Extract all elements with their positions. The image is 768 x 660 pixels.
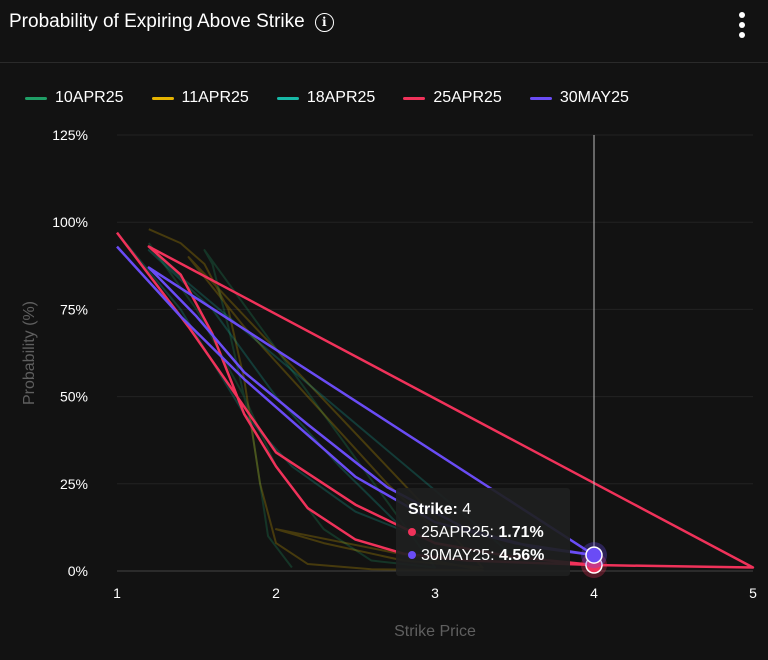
- x-tick-label: 5: [749, 585, 757, 601]
- legend: 10APR25 11APR25 18APR25 25APR25 30MAY25: [25, 89, 629, 107]
- chart-header: Probability of Expiring Above Strike i: [9, 11, 334, 33]
- legend-item-10apr25[interactable]: 10APR25: [25, 89, 124, 107]
- legend-swatch: [151, 96, 174, 100]
- tooltip-strike-value: 4: [462, 501, 472, 518]
- tooltip-strike-label: Strike:: [408, 501, 458, 518]
- y-tick-label: 75%: [60, 301, 88, 317]
- legend-swatch: [529, 96, 552, 100]
- x-axis-label: Strike Price: [394, 623, 476, 640]
- tooltip-value: 1.71%: [498, 524, 544, 541]
- x-tick-label: 2: [272, 585, 280, 601]
- y-tick-label: 0%: [68, 563, 88, 579]
- x-tick-label: 4: [590, 585, 598, 601]
- divider: [0, 62, 768, 63]
- y-tick-label: 100%: [52, 214, 88, 230]
- legend-swatch: [403, 96, 426, 100]
- tooltip-value: 4.56%: [498, 547, 545, 564]
- y-tick-label: 125%: [52, 127, 88, 143]
- legend-label: 11APR25: [181, 89, 249, 106]
- legend-item-18apr25[interactable]: 18APR25: [276, 89, 376, 107]
- legend-swatch: [276, 96, 299, 100]
- chart-title: Probability of Expiring Above Strike: [9, 11, 305, 32]
- series-line-25apr25: [116, 231, 755, 569]
- legend-item-30may25[interactable]: 30MAY25: [529, 89, 629, 107]
- tooltip-series: 25APR25:: [421, 524, 494, 541]
- legend-swatch: [25, 96, 47, 100]
- info-icon[interactable]: i: [314, 12, 334, 32]
- series-dot-icon: [408, 551, 416, 559]
- legend-label: 25APR25: [433, 89, 502, 106]
- series-dot-icon: [408, 528, 416, 536]
- y-tick-label: 25%: [60, 476, 88, 492]
- x-tick-label: 3: [431, 585, 439, 601]
- tooltip-row: 30MAY25: 4.56%: [408, 544, 570, 567]
- x-tick-label: 1: [113, 585, 121, 601]
- legend-label: 10APR25: [55, 89, 124, 106]
- tooltip-series: 30MAY25:: [421, 547, 495, 564]
- legend-label: 30MAY25: [559, 89, 629, 106]
- tooltip-row: 25APR25: 1.71%: [408, 521, 570, 544]
- legend-item-11apr25[interactable]: 11APR25: [151, 89, 249, 107]
- hover-point: [585, 546, 603, 564]
- legend-label: 18APR25: [306, 89, 376, 106]
- y-axis-label: Probability (%): [21, 301, 38, 405]
- tooltip: Strike: 4 25APR25: 1.71% 30MAY25: 4.56%: [396, 488, 570, 576]
- more-vertical-icon[interactable]: [738, 12, 746, 38]
- y-tick-label: 50%: [60, 389, 88, 405]
- legend-item-25apr25[interactable]: 25APR25: [403, 89, 502, 107]
